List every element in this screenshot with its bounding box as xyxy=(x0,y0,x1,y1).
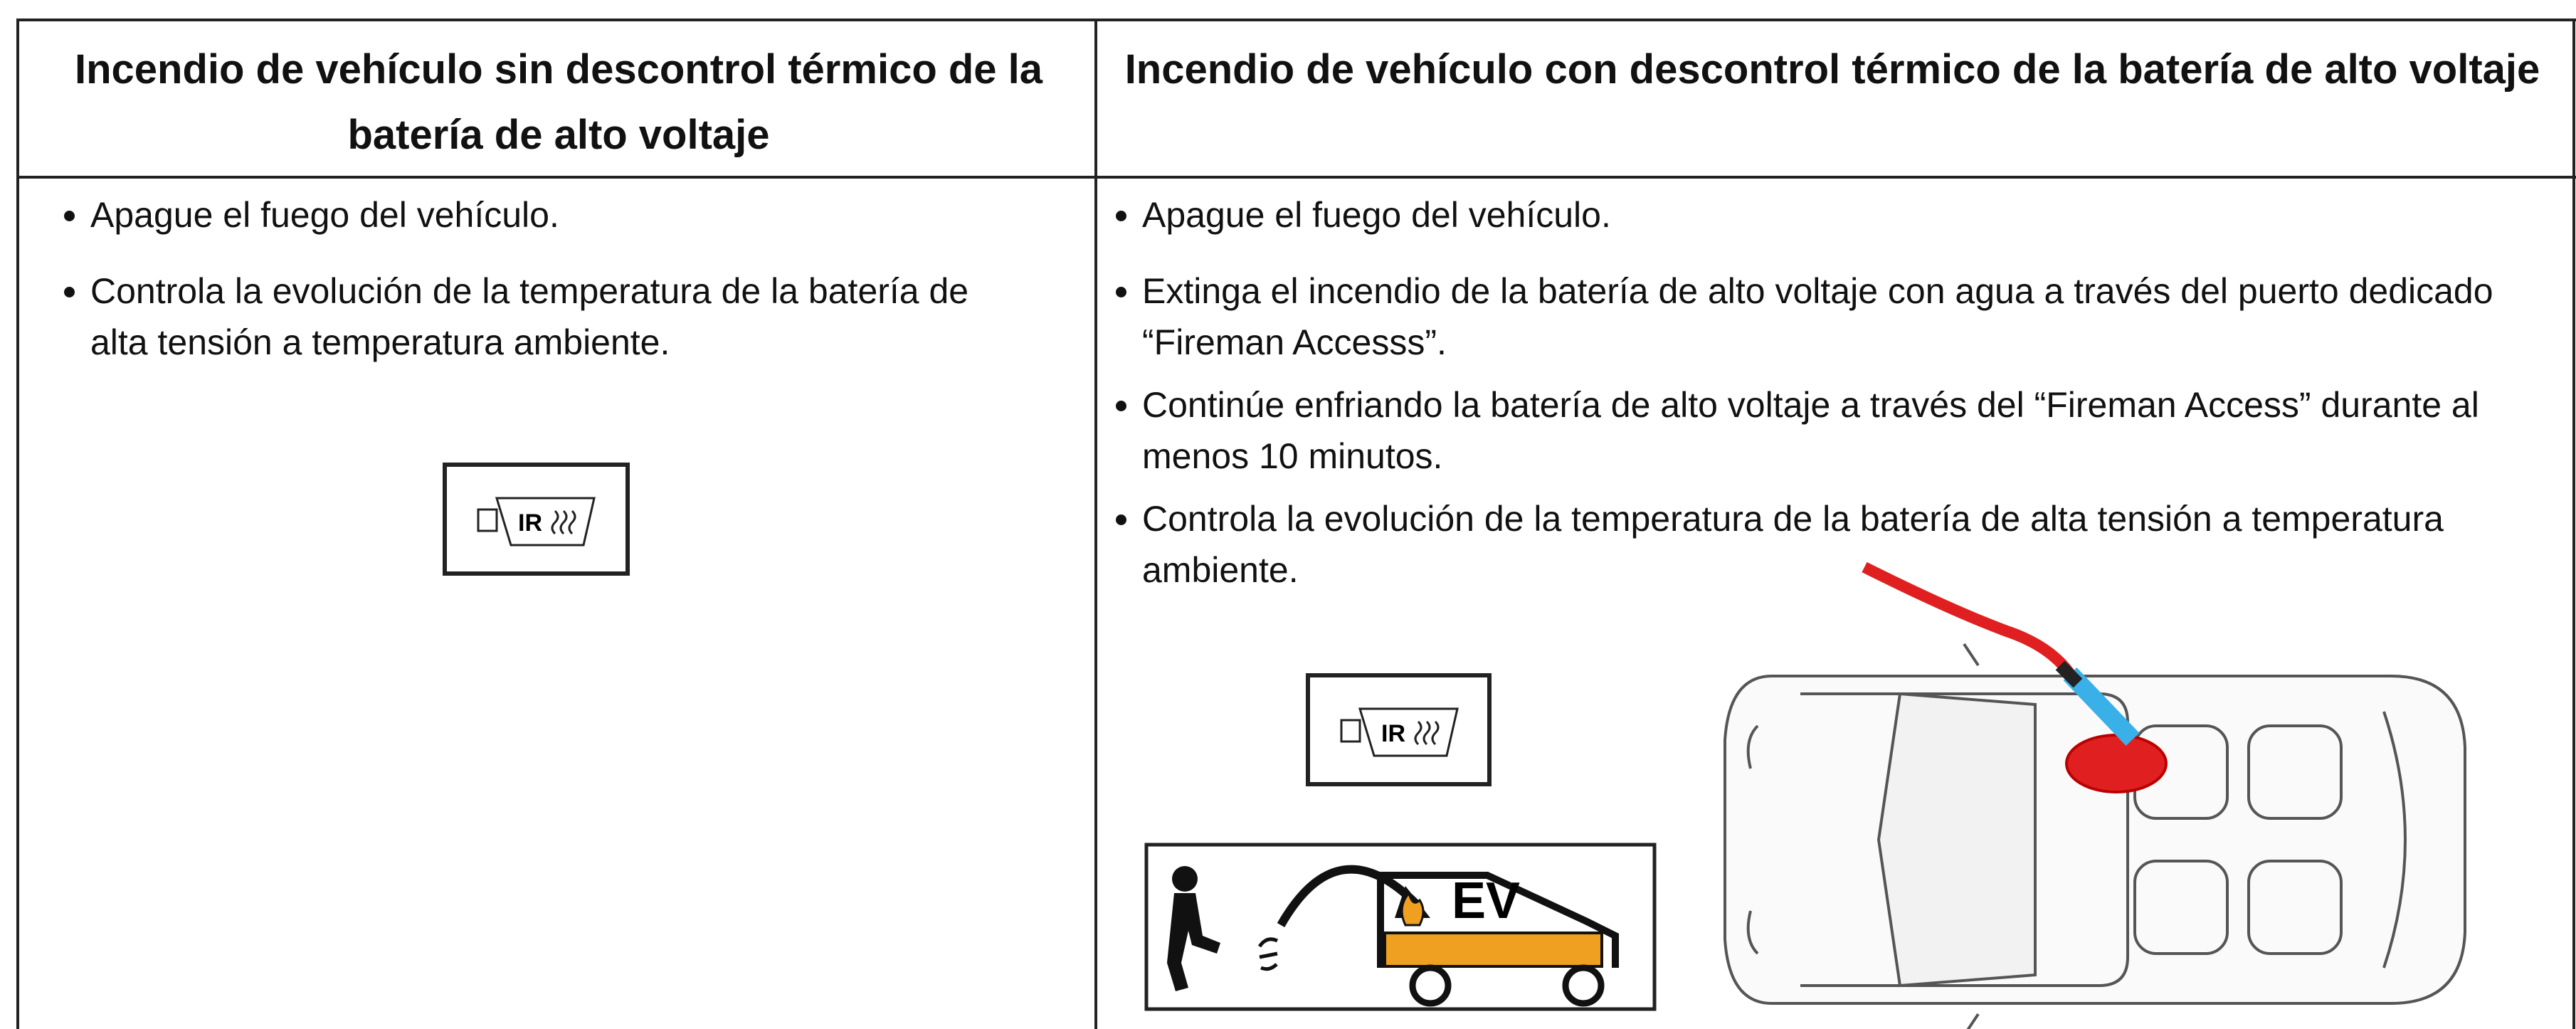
ev-pictogram: EV xyxy=(1144,843,1657,1011)
column-header: Incendio de vehículo sin descontrol térm… xyxy=(74,46,1043,158)
bullet-item: Extinga el incendio de la batería de alt… xyxy=(1142,265,2572,368)
ir-icon: IR xyxy=(1306,673,1492,786)
bullet-item: Apague el fuego del vehículo. xyxy=(1142,189,2572,241)
bullet-item: Apague el fuego del vehículo. xyxy=(90,189,987,241)
column-header: Incendio de vehículo con descontrol térm… xyxy=(1124,46,2540,93)
ir-label: IR xyxy=(1381,720,1405,747)
bullet-list: Apague el fuego del vehículo. Extinga el… xyxy=(1098,189,2572,596)
bullet-list: Apague el fuego del vehículo. Controla l… xyxy=(46,189,987,368)
bullet-item: Controla la evolución de la temperatura … xyxy=(90,265,987,368)
ir-icon: IR xyxy=(443,463,630,576)
ir-label: IR xyxy=(518,510,542,537)
table-grid xyxy=(16,19,2576,1029)
bullet-item: Continúe enfriando la batería de alto vo… xyxy=(1142,379,2572,482)
ev-label: EV xyxy=(1452,872,1520,929)
bullet-item: Controla la evolución de la temperatura … xyxy=(1142,493,2572,596)
car-diagram xyxy=(1724,561,2466,1029)
